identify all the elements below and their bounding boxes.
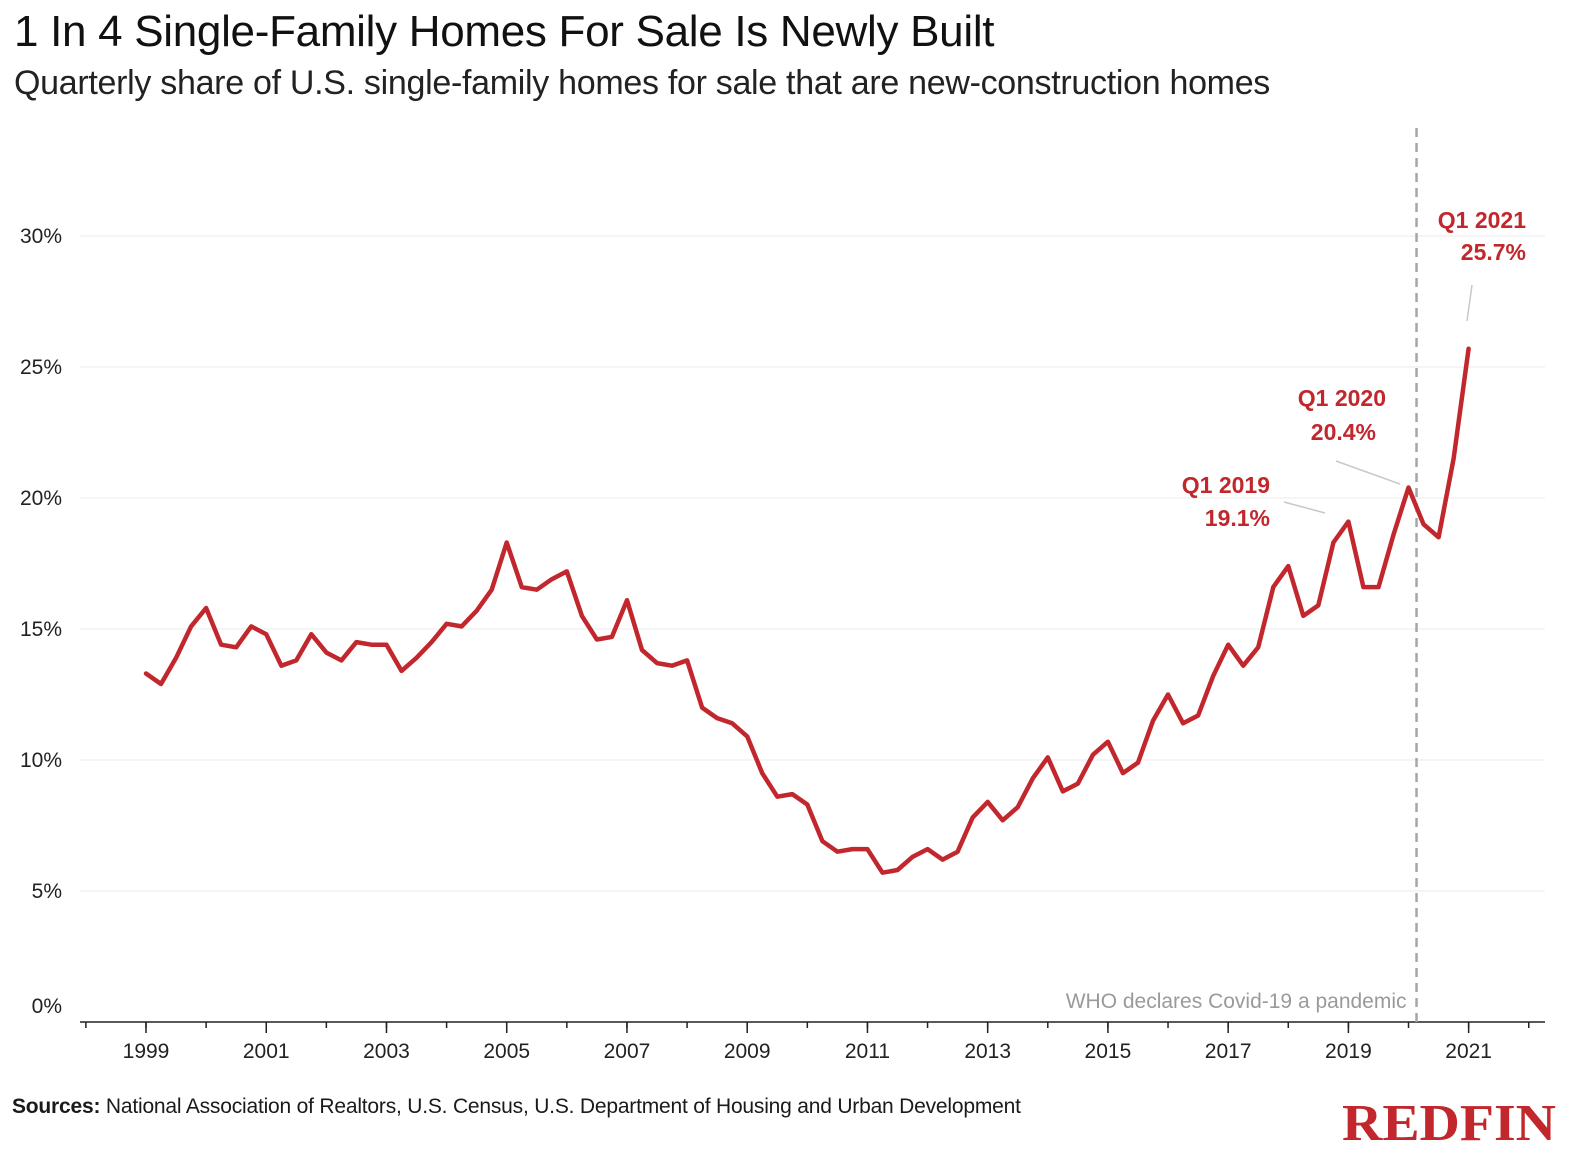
gridlines	[80, 235, 1545, 892]
y-tick-label: 30%	[20, 225, 62, 248]
x-axis: 1999 2001 2003 2005 2007 2009 2011 2013 2015 2017…	[80, 1021, 1545, 1063]
x-tick-label: 2021	[1445, 1040, 1492, 1063]
annotation-value: 19.1%	[1205, 505, 1270, 531]
x-tick-label: 2013	[964, 1040, 1011, 1063]
annotation-leader	[1283, 501, 1326, 514]
x-tick-label: 2017	[1205, 1040, 1252, 1063]
annotation-value: 20.4%	[1311, 419, 1376, 445]
series	[143, 346, 1471, 875]
redfin-logo: REDFIN	[1342, 1095, 1556, 1148]
series-line	[143, 346, 1471, 875]
y-tick-label: 15%	[20, 618, 62, 641]
chart-title: 1 In 4 Single-Family Homes For Sale Is N…	[14, 7, 995, 56]
y-tick-label: 5%	[32, 880, 62, 903]
annotation-label: Q1 2021	[1438, 207, 1526, 233]
sources-note: Sources: National Association of Realtor…	[12, 1093, 1021, 1121]
y-tick-label: 10%	[20, 749, 62, 772]
x-tick-label: 2009	[724, 1040, 771, 1063]
x-tick-label: 2015	[1085, 1040, 1132, 1063]
x-tick-label: 2019	[1325, 1040, 1372, 1063]
sources-label: Sources:	[12, 1095, 101, 1118]
annotation-leader	[1466, 284, 1473, 322]
annotations: Q1 2019 19.1% Q1 2020 20.4% Q1 2021 25.7%	[1182, 207, 1526, 531]
x-tick-label: 2001	[243, 1040, 290, 1063]
svg-text:REDFIN: REDFIN	[1342, 1095, 1556, 1148]
y-tick-label: 20%	[20, 487, 62, 510]
annotation-value: 25.7%	[1461, 239, 1526, 265]
y-axis-tick-labels: 0% 5% 10% 15% 20% 25% 30%	[20, 225, 62, 1018]
x-tick-label: 2003	[363, 1040, 410, 1063]
chart-subtitle: Quarterly share of U.S. single-family ho…	[14, 64, 1271, 102]
event-label: WHO declares Covid-19 a pandemic	[1066, 990, 1407, 1013]
annotation-leader	[1335, 460, 1401, 485]
annotation-label: Q1 2020	[1298, 385, 1386, 411]
annotation-label: Q1 2019	[1182, 472, 1270, 498]
sources-text: National Association of Realtors, U.S. C…	[105, 1095, 1021, 1118]
y-tick-label: 0%	[32, 995, 62, 1018]
x-tick-label: 2005	[483, 1040, 530, 1063]
x-tick-label: 1999	[123, 1040, 170, 1063]
covid-event-marker: WHO declares Covid-19 a pandemic	[1066, 128, 1418, 1022]
x-tick-label: 2007	[604, 1040, 651, 1063]
x-tick-label: 2011	[845, 1040, 890, 1063]
y-tick-label: 25%	[20, 356, 62, 379]
